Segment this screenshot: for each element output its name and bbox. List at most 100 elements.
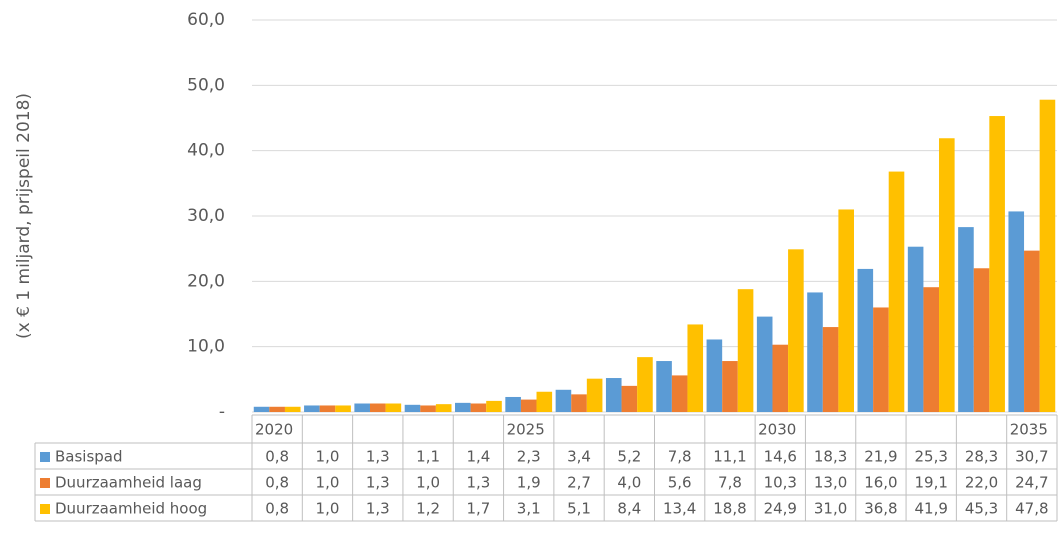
data-label: 1,3	[366, 474, 390, 492]
data-label: 28,3	[965, 448, 998, 466]
bar	[420, 405, 436, 412]
x-tick-label: 2020	[255, 421, 293, 439]
data-label: 1,3	[366, 500, 390, 518]
x-tick-label: 2030	[758, 421, 796, 439]
bar	[1008, 211, 1025, 412]
data-label: 1,3	[466, 474, 490, 492]
y-axis-label: (x € 1 miljard, prijspeil 2018)	[14, 93, 34, 339]
data-label: 19,1	[915, 474, 948, 492]
bar	[586, 378, 603, 412]
bar	[888, 171, 905, 412]
data-label: 3,1	[517, 500, 541, 518]
data-label: 1,7	[466, 500, 490, 518]
data-label: 13,4	[663, 500, 696, 518]
y-tick-label: 50,0	[187, 75, 225, 95]
data-label: 3,4	[567, 448, 591, 466]
data-label: 5,6	[668, 474, 692, 492]
bar	[435, 404, 452, 412]
legend-label: Duurzaamheid hoog	[55, 500, 207, 518]
legend-swatch	[40, 504, 50, 514]
data-label: 30,7	[1015, 448, 1048, 466]
bar	[555, 389, 572, 412]
data-label: 1,0	[316, 474, 340, 492]
x-tick-label: 2025	[507, 421, 545, 439]
y-tick-label: 40,0	[187, 141, 225, 161]
data-label: 25,3	[915, 448, 948, 466]
x-tick-label: 2035	[1010, 421, 1048, 439]
data-label: 7,8	[668, 448, 692, 466]
data-label: 22,0	[965, 474, 998, 492]
bar	[385, 403, 402, 412]
y-tick-label: -	[219, 402, 225, 422]
bar	[621, 385, 638, 412]
bar	[939, 138, 955, 412]
bar	[486, 400, 502, 412]
bar	[1024, 250, 1040, 412]
bar	[404, 404, 421, 412]
data-label: 18,3	[814, 448, 847, 466]
data-label: 11,1	[713, 448, 746, 466]
bar	[269, 406, 285, 412]
bar	[756, 316, 773, 412]
bar	[958, 227, 974, 412]
bar	[354, 403, 370, 412]
bar	[571, 394, 587, 412]
bar	[772, 344, 789, 412]
data-label: 1,0	[316, 500, 340, 518]
bar	[605, 378, 622, 412]
bar	[822, 327, 839, 412]
bar	[788, 249, 804, 412]
bar	[807, 292, 823, 412]
bar	[536, 391, 553, 412]
data-label: 14,6	[764, 448, 797, 466]
bar	[470, 403, 487, 412]
data-label: 1,0	[416, 474, 440, 492]
data-label: 5,2	[617, 448, 641, 466]
data-label: 41,9	[915, 500, 948, 518]
data-label: 2,7	[567, 474, 591, 492]
bar	[455, 402, 471, 412]
data-label: 0,8	[265, 448, 289, 466]
data-label: 24,7	[1015, 474, 1048, 492]
bar	[907, 246, 924, 412]
bar	[706, 339, 723, 412]
data-label: 16,0	[864, 474, 897, 492]
data-label: 5,1	[567, 500, 591, 518]
y-tick-label: 30,0	[187, 206, 225, 226]
bar	[369, 403, 386, 412]
bar	[838, 209, 854, 412]
y-tick-label: 10,0	[187, 337, 225, 357]
bar	[253, 406, 270, 412]
data-label: 24,9	[764, 500, 797, 518]
data-label: 7,8	[718, 474, 742, 492]
y-tick-label: 60,0	[187, 10, 225, 30]
bar	[656, 361, 672, 412]
bar	[973, 268, 990, 412]
bar	[687, 324, 704, 412]
data-label: 10,3	[764, 474, 797, 492]
bar	[873, 307, 889, 412]
data-label: 4,0	[617, 474, 641, 492]
data-label: 13,0	[814, 474, 847, 492]
bar	[284, 406, 301, 412]
bar	[1039, 99, 1056, 412]
data-label: 1,3	[366, 448, 390, 466]
data-label: 2,3	[517, 448, 541, 466]
bar	[722, 361, 738, 412]
data-label: 31,0	[814, 500, 847, 518]
bar	[857, 268, 874, 412]
data-label: 1,0	[316, 448, 340, 466]
bar	[671, 375, 688, 412]
bar	[319, 405, 336, 412]
bar	[737, 289, 754, 412]
data-label: 1,1	[416, 448, 440, 466]
data-label: 45,3	[965, 500, 998, 518]
bar	[335, 405, 351, 412]
bar	[505, 396, 521, 412]
data-label: 0,8	[265, 474, 289, 492]
legend-swatch	[40, 452, 50, 462]
data-label: 36,8	[864, 500, 897, 518]
data-label: 0,8	[265, 500, 289, 518]
data-label: 1,2	[416, 500, 440, 518]
